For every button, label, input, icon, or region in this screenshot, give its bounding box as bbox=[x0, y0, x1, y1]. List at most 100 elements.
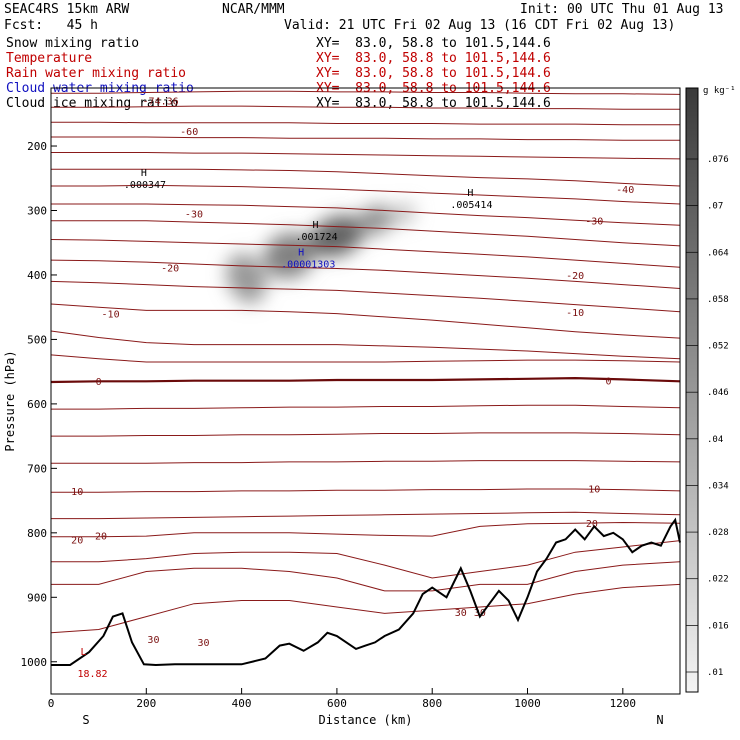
isotherm-line bbox=[50, 259, 681, 289]
maximum-value: .000347 bbox=[124, 180, 166, 191]
colorbar-tick-label: .046 bbox=[707, 388, 729, 398]
isotherm-line bbox=[51, 540, 681, 579]
isotherm-line bbox=[51, 121, 680, 126]
plot-frame bbox=[50, 87, 681, 695]
isotherm-line bbox=[51, 460, 681, 464]
valid-time: Valid: 21 UTC Fri 02 Aug 13 (16 CDT Fri … bbox=[284, 18, 676, 33]
isotherm-label: -30 bbox=[185, 209, 203, 220]
isotherm-label: 30 bbox=[455, 608, 467, 619]
isotherm-line bbox=[51, 90, 681, 95]
y-tick-label: 300 bbox=[27, 204, 47, 217]
maximum-value: .00001303 bbox=[281, 259, 335, 270]
isotherm-line bbox=[51, 136, 680, 141]
maximum-value: .005414 bbox=[450, 200, 492, 211]
org-label: NCAR/MMM bbox=[222, 2, 285, 17]
south-end-label: S bbox=[82, 713, 89, 727]
forecast-hour: Fcst: 45 h bbox=[4, 18, 98, 33]
maximum-mark: H bbox=[141, 168, 147, 179]
field-xy: XY= 83.0, 58.8 to 101.5,144.6 bbox=[316, 51, 551, 66]
isotherm-line bbox=[50, 303, 681, 339]
isotherm-label: -20 bbox=[566, 271, 584, 282]
minimum-mark: L bbox=[80, 647, 86, 658]
isotherm-line bbox=[50, 354, 681, 363]
colorbar-tick-label: .034 bbox=[707, 481, 729, 491]
isotherm-line bbox=[51, 184, 681, 205]
isotherm-label: -20 bbox=[161, 264, 179, 275]
x-axis-label: Distance (km) bbox=[319, 713, 413, 727]
model-title: SEAC4RS 15km ARW bbox=[4, 2, 130, 17]
colorbar-unit: g kg⁻¹ bbox=[703, 86, 736, 96]
maximum-mark: H bbox=[312, 220, 318, 231]
isotherm-line bbox=[50, 280, 681, 313]
x-tick-label: 1000 bbox=[514, 697, 541, 710]
isotherm-label: -10 bbox=[102, 309, 120, 320]
y-tick-label: 200 bbox=[27, 140, 47, 153]
x-tick-label: 600 bbox=[327, 697, 347, 710]
y-tick-label: 500 bbox=[27, 333, 47, 346]
isotherm-label: -40 bbox=[616, 185, 634, 196]
isotherm-line bbox=[50, 583, 681, 634]
colorbar-tick-label: .01 bbox=[707, 668, 723, 678]
x-tick-label: 800 bbox=[422, 697, 442, 710]
isotherm-label: 30 bbox=[197, 638, 209, 649]
isotherm-label: -74.36 bbox=[143, 97, 179, 108]
colorbar-tick-label: .016 bbox=[707, 621, 729, 631]
colorbar: g kg⁻¹ .076 .07 .064 .058 .052 .046 .04 .034 .028… bbox=[685, 86, 736, 693]
axes: 0 200 400 600 800 1000 12002003004005006007008… bbox=[3, 140, 664, 727]
y-tick-label: 900 bbox=[27, 591, 47, 604]
y-tick-label: 600 bbox=[27, 398, 47, 411]
isotherm-line bbox=[51, 404, 681, 410]
colorbar-bar bbox=[685, 87, 699, 693]
colorbar-tick-label: .022 bbox=[707, 575, 729, 585]
terrain-line bbox=[51, 517, 681, 667]
isotherm-line bbox=[51, 220, 681, 247]
isotherm-label: 10 bbox=[71, 487, 83, 498]
isotherm-label: 0 bbox=[606, 376, 612, 387]
isotherm-line bbox=[50, 330, 681, 360]
isotherm-line bbox=[51, 488, 681, 493]
isotherm-label: 30 bbox=[474, 608, 486, 619]
minimum-value: 18.82 bbox=[77, 669, 107, 680]
field-name: Rain water mixing ratio bbox=[6, 66, 187, 81]
isotherm-label: -60 bbox=[180, 127, 198, 138]
x-tick-label: 0 bbox=[48, 697, 55, 710]
colorbar-tick-label: .028 bbox=[707, 528, 729, 538]
field-name: Snow mixing ratio bbox=[6, 36, 140, 51]
isotherm-label: 20 bbox=[71, 536, 83, 547]
snow-blob bbox=[391, 203, 416, 224]
y-tick-label: 700 bbox=[27, 462, 47, 475]
colorbar-tick-label: .076 bbox=[707, 155, 729, 165]
y-axis-label: Pressure (hPa) bbox=[3, 350, 17, 451]
x-tick-label: 1200 bbox=[610, 697, 637, 710]
isotherm-line bbox=[51, 561, 681, 592]
isotherm-line bbox=[50, 239, 681, 268]
colorbar-tick-label: .052 bbox=[707, 342, 729, 352]
isotherm-line bbox=[51, 152, 681, 160]
isotherm-label: 20 bbox=[95, 532, 107, 543]
temperature-contours: -74.36 -60 -40 -30 -30 -20 -20 -10 -10 0 0 10 10 20 20… bbox=[50, 90, 681, 649]
field-name: Temperature bbox=[6, 51, 93, 66]
y-tick-label: 800 bbox=[27, 527, 47, 540]
north-end-label: N bbox=[656, 713, 663, 727]
colorbar-tick-label: .058 bbox=[707, 295, 729, 305]
terrain-profile bbox=[51, 517, 681, 667]
field-xy: XY= 83.0, 58.8 to 101.5,144.6 bbox=[316, 66, 551, 81]
isotherm-line bbox=[50, 376, 681, 384]
x-tick-label: 200 bbox=[136, 697, 156, 710]
y-tick-label: 1000 bbox=[21, 656, 48, 669]
isotherm-label: 30 bbox=[147, 635, 159, 646]
isotherm-label: 10 bbox=[588, 485, 600, 496]
colorbar-tick-label: .04 bbox=[707, 435, 723, 445]
isotherm-line bbox=[51, 203, 681, 226]
isotherm-label: -30 bbox=[585, 216, 603, 227]
y-tick-label: 400 bbox=[27, 269, 47, 282]
init-time: Init: 00 UTC Thu 01 Aug 13 bbox=[520, 2, 724, 17]
colorbar-tick-label: .07 bbox=[707, 202, 723, 212]
isotherm-label: 20 bbox=[586, 519, 598, 530]
isotherm-line bbox=[51, 521, 681, 538]
isotherm-line bbox=[51, 105, 680, 110]
colorbar-tick-label: .064 bbox=[707, 248, 729, 258]
x-tick-label: 400 bbox=[232, 697, 252, 710]
